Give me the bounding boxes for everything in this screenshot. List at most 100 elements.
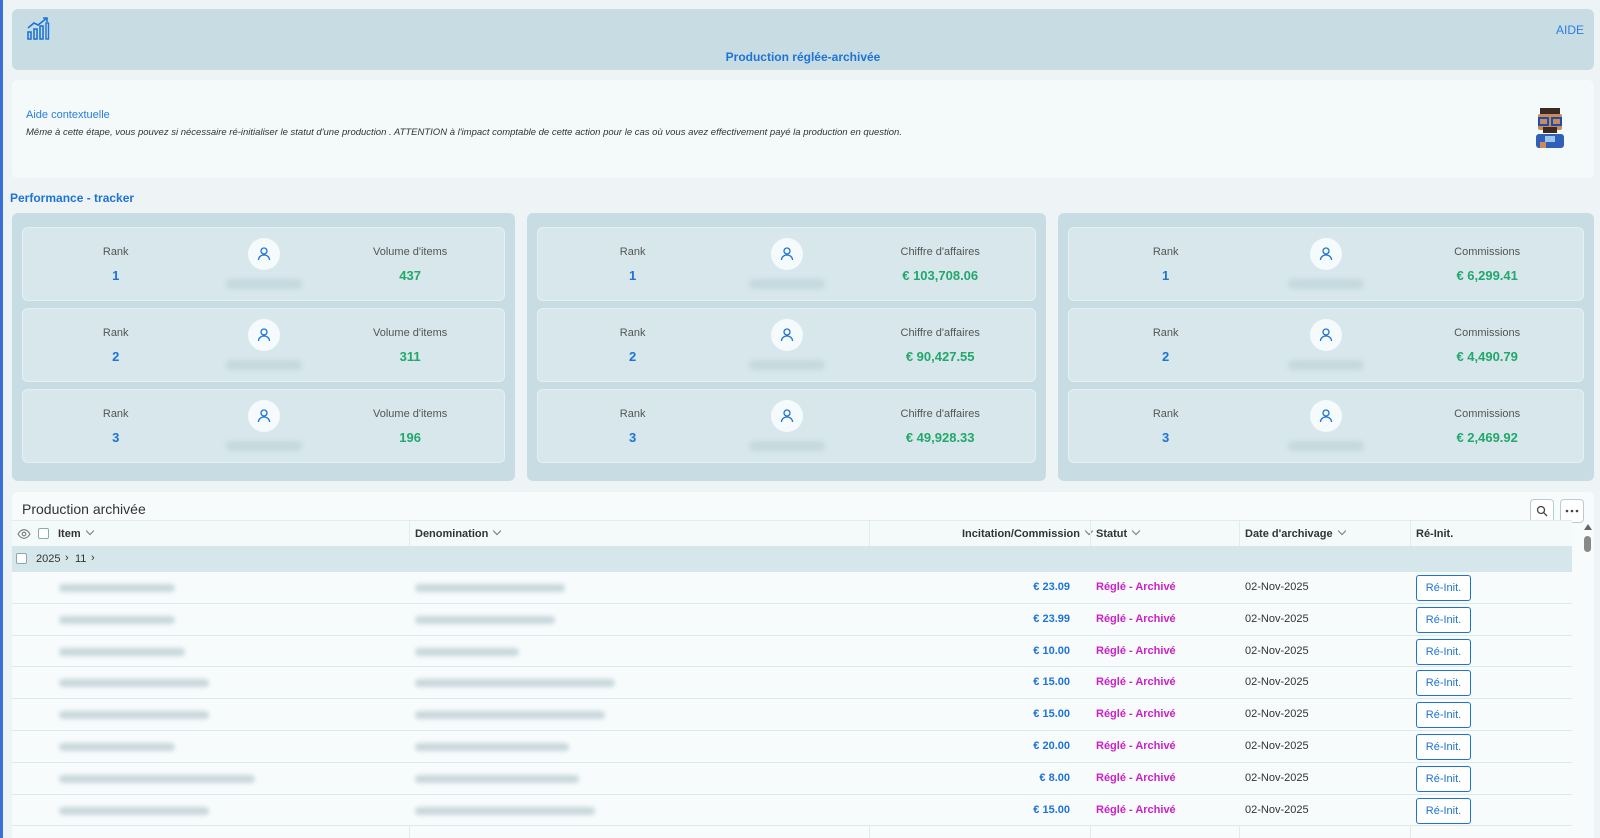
column-header-statut[interactable]: Statut — [1096, 526, 1141, 540]
scroll-up-arrow[interactable] — [1584, 524, 1592, 530]
incitation-amount: € 15.00 — [1033, 803, 1070, 816]
table-row[interactable]: € 23.09 Réglé - Archivé 02-Nov-2025 Ré-Init… — [12, 572, 1572, 604]
column-header-item[interactable]: Item — [58, 526, 94, 540]
incitation-amount: € 20.00 — [1033, 739, 1070, 752]
user-icon — [247, 238, 280, 270]
redacted-name — [225, 360, 302, 370]
metric-label: Commissions — [1454, 246, 1521, 258]
tracker-card: Rank 3 Chiffre d'affaires € 49,928.33 — [537, 389, 1036, 463]
reinit-button[interactable]: Ré-Init. — [1416, 765, 1471, 792]
group-year: 2025 — [36, 553, 61, 565]
table-body: € 23.09 Réglé - Archivé 02-Nov-2025 Ré-Init… — [12, 572, 1572, 827]
metric-label: Chiffre d'affaires — [900, 408, 980, 420]
redacted-item — [59, 711, 209, 720]
table-more-button[interactable] — [1560, 499, 1584, 523]
select-all-checkbox[interactable] — [38, 528, 49, 539]
reinit-button[interactable]: Ré-Init. — [1416, 702, 1471, 729]
incitation-amount: € 15.00 — [1033, 708, 1070, 721]
redacted-denomination — [415, 742, 569, 751]
user-icon — [1310, 238, 1342, 270]
tracker-card: Rank 2 Volume d'items 311 — [22, 308, 505, 382]
page-header: AIDE Production réglée-archivée — [12, 9, 1594, 70]
left-edge-strip — [0, 0, 3, 838]
mascot-avatar — [1536, 108, 1564, 148]
group-separator: › — [65, 552, 69, 564]
tracker-panel-volume: Rank 1 Volume d'items 437 Rank 2 Volume … — [12, 213, 515, 481]
redacted-denomination — [415, 584, 565, 592]
user-icon — [770, 400, 803, 432]
search-icon — [1536, 505, 1548, 517]
rank-label: Rank — [619, 246, 646, 258]
eye-icon[interactable] — [17, 529, 31, 539]
column-header-denomination[interactable]: Denomination — [415, 526, 502, 540]
redacted-item — [59, 615, 175, 624]
archive-date: 02-Nov-2025 — [1245, 771, 1309, 784]
column-header-date[interactable]: Date d'archivage — [1245, 526, 1346, 540]
reinit-button[interactable]: Ré-Init. — [1416, 575, 1471, 601]
bar-chart-trend-icon — [27, 17, 50, 40]
rank-value: 2 — [112, 349, 120, 364]
metric-value: € 4,490.79 — [1456, 349, 1518, 364]
archive-date: 02-Nov-2025 — [1245, 803, 1309, 816]
table-row[interactable]: € 15.00 Réglé - Archivé 02-Nov-2025 Ré-Init… — [12, 699, 1572, 731]
rank-value: 1 — [629, 268, 637, 283]
redacted-item — [59, 679, 209, 688]
redacted-item — [59, 742, 175, 751]
reinit-button[interactable]: Ré-Init. — [1416, 797, 1471, 824]
user-icon — [247, 400, 280, 432]
status-badge: Réglé - Archivé — [1096, 739, 1176, 752]
user-icon — [1310, 319, 1342, 351]
incitation-amount: € 23.99 — [1033, 612, 1070, 625]
reinit-button[interactable]: Ré-Init. — [1416, 733, 1471, 760]
table-row[interactable]: € 23.99 Réglé - Archivé 02-Nov-2025 Ré-Init… — [12, 603, 1572, 636]
column-header-incitation-label: Incitation/Commission — [962, 528, 1080, 540]
redacted-denomination — [415, 774, 579, 783]
tracker-card: Rank 3 Volume d'items 196 — [22, 389, 505, 463]
rank-label: Rank — [102, 246, 129, 258]
metric-value: € 103,708.06 — [902, 268, 979, 283]
redacted-denomination — [415, 711, 605, 720]
redacted-name — [748, 279, 825, 289]
rank-label: Rank — [619, 327, 646, 339]
rank-value: 1 — [112, 268, 120, 283]
metric-label: Commissions — [1454, 408, 1521, 420]
status-badge: Réglé - Archivé — [1096, 644, 1176, 657]
metric-label: Chiffre d'affaires — [900, 246, 980, 258]
reinit-button[interactable]: Ré-Init. — [1416, 638, 1471, 665]
table-row[interactable]: € 15.00 Réglé - Archivé 02-Nov-2025 Ré-Init… — [12, 794, 1572, 827]
metric-value: € 49,928.33 — [905, 430, 975, 445]
metric-value: 437 — [399, 268, 421, 283]
rank-label: Rank — [619, 408, 646, 420]
metric-label: Chiffre d'affaires — [900, 327, 980, 339]
column-header-date-label: Date d'archivage — [1245, 528, 1333, 540]
table-row[interactable]: € 10.00 Réglé - Archivé 02-Nov-2025 Ré-Init… — [12, 635, 1572, 668]
redacted-denomination — [415, 806, 595, 815]
rank-label: Rank — [102, 408, 129, 420]
reinit-button[interactable]: Ré-Init. — [1416, 606, 1471, 633]
archive-date: 02-Nov-2025 — [1245, 676, 1309, 689]
metric-label: Volume d'items — [373, 408, 448, 420]
metric-value: € 6,299.41 — [1456, 268, 1518, 283]
help-link[interactable]: AIDE — [1555, 23, 1584, 37]
help-title: Aide contextuelle — [26, 109, 110, 121]
metric-label: Volume d'items — [373, 327, 448, 339]
tracker-card: Rank 1 Chiffre d'affaires € 103,708.06 — [537, 227, 1036, 301]
column-header-incitation[interactable]: Incitation/Commission — [962, 526, 1094, 540]
status-badge: Réglé - Archivé — [1096, 612, 1176, 625]
user-icon — [770, 319, 803, 351]
table-scrollbar[interactable] — [1582, 520, 1594, 838]
scroll-thumb[interactable] — [1584, 536, 1591, 552]
rank-value: 3 — [112, 430, 120, 445]
metric-label: Commissions — [1454, 327, 1521, 339]
archive-date: 02-Nov-2025 — [1245, 739, 1309, 752]
redacted-name — [748, 441, 825, 451]
table-row[interactable]: € 15.00 Réglé - Archivé 02-Nov-2025 Ré-Init… — [12, 667, 1572, 700]
table-row[interactable]: € 8.00 Réglé - Archivé 02-Nov-2025 Ré-Init. — [12, 762, 1572, 795]
more-icon — [1565, 509, 1579, 513]
status-badge: Réglé - Archivé — [1096, 676, 1176, 689]
table-row[interactable]: € 20.00 Réglé - Archivé 02-Nov-2025 Ré-Init… — [12, 730, 1572, 763]
group-row-2025-11[interactable]: 2025 › 11 › — [12, 546, 1572, 572]
group-checkbox[interactable] — [16, 553, 27, 564]
archive-date: 02-Nov-2025 — [1245, 612, 1309, 625]
reinit-button[interactable]: Ré-Init. — [1416, 670, 1471, 697]
